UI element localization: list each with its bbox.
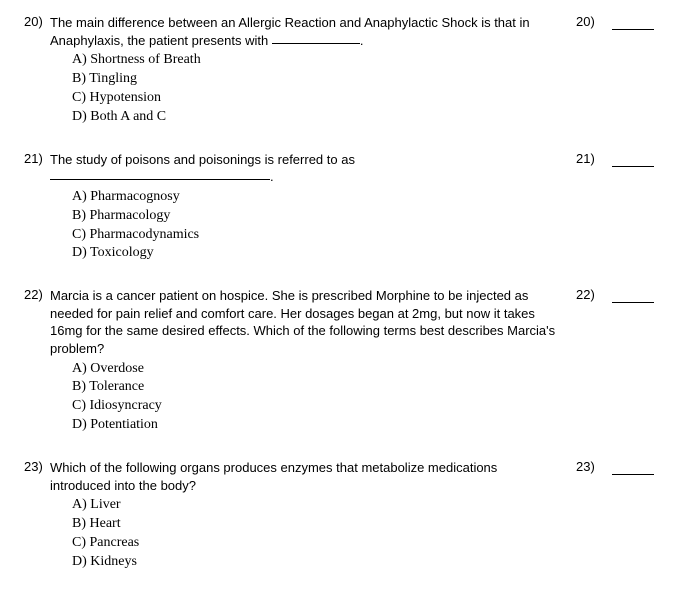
option: D) Kidneys (72, 553, 654, 572)
answer-blank (612, 16, 654, 30)
question-text: Marcia is a cancer patient on hospice. S… (50, 287, 560, 357)
options-list: A) PharmacognosyB) PharmacologyC) Pharma… (24, 188, 654, 264)
answer-blank (612, 461, 654, 475)
option: A) Liver (72, 496, 654, 515)
question-number-right: 22) (576, 287, 604, 302)
question-text-after: . (360, 33, 364, 48)
question-text-wrap: The main difference between an Allergic … (50, 14, 576, 49)
option: C) Pharmacodynamics (72, 226, 654, 245)
option: B) Tingling (72, 70, 654, 89)
question-text-before: Which of the following organs produces e… (50, 460, 497, 493)
answer-blank (612, 153, 654, 167)
question-row: 21)The study of poisons and poisonings i… (24, 151, 654, 186)
question-block: 20)The main difference between an Allerg… (24, 14, 654, 127)
question-text: Which of the following organs produces e… (50, 459, 560, 494)
question-block: 23)Which of the following organs produce… (24, 459, 654, 572)
option: B) Pharmacology (72, 207, 654, 226)
option: D) Both A and C (72, 108, 654, 127)
question-text: The main difference between an Allergic … (50, 14, 560, 49)
question-text-wrap: The study of poisons and poisonings is r… (50, 151, 576, 186)
options-list: A) Shortness of BreathB) TinglingC) Hypo… (24, 51, 654, 127)
option: A) Pharmacognosy (72, 188, 654, 207)
question-number-left: 21) (24, 151, 50, 166)
fill-in-blank (272, 43, 360, 44)
option: A) Shortness of Breath (72, 51, 654, 70)
question-number-left: 23) (24, 459, 50, 474)
question-number-right: 21) (576, 151, 604, 166)
question-block: 22)Marcia is a cancer patient on hospice… (24, 287, 654, 435)
option: C) Hypotension (72, 89, 654, 108)
option: A) Overdose (72, 360, 654, 379)
question-block: 21)The study of poisons and poisonings i… (24, 151, 654, 264)
option: C) Pancreas (72, 534, 654, 553)
answer-blank (612, 289, 654, 303)
option: D) Toxicology (72, 244, 654, 263)
question-text-wrap: Marcia is a cancer patient on hospice. S… (50, 287, 576, 357)
question-number-right: 23) (576, 459, 604, 474)
options-list: A) LiverB) HeartC) PancreasD) Kidneys (24, 496, 654, 572)
options-list: A) OverdoseB) ToleranceC) IdiosyncracyD)… (24, 360, 654, 436)
question-text: The study of poisons and poisonings is r… (50, 151, 560, 186)
option: D) Potentiation (72, 416, 654, 435)
fill-in-blank (50, 179, 270, 180)
question-text-before: Marcia is a cancer patient on hospice. S… (50, 288, 555, 356)
question-row: 20)The main difference between an Allerg… (24, 14, 654, 49)
question-text-before: The study of poisons and poisonings is r… (50, 152, 355, 167)
question-row: 23)Which of the following organs produce… (24, 459, 654, 494)
question-number-left: 22) (24, 287, 50, 302)
option: C) Idiosyncracy (72, 397, 654, 416)
question-number-right: 20) (576, 14, 604, 29)
option: B) Tolerance (72, 378, 654, 397)
question-text-wrap: Which of the following organs produces e… (50, 459, 576, 494)
question-text-after: . (270, 169, 274, 184)
question-number-left: 20) (24, 14, 50, 29)
question-row: 22)Marcia is a cancer patient on hospice… (24, 287, 654, 357)
option: B) Heart (72, 515, 654, 534)
